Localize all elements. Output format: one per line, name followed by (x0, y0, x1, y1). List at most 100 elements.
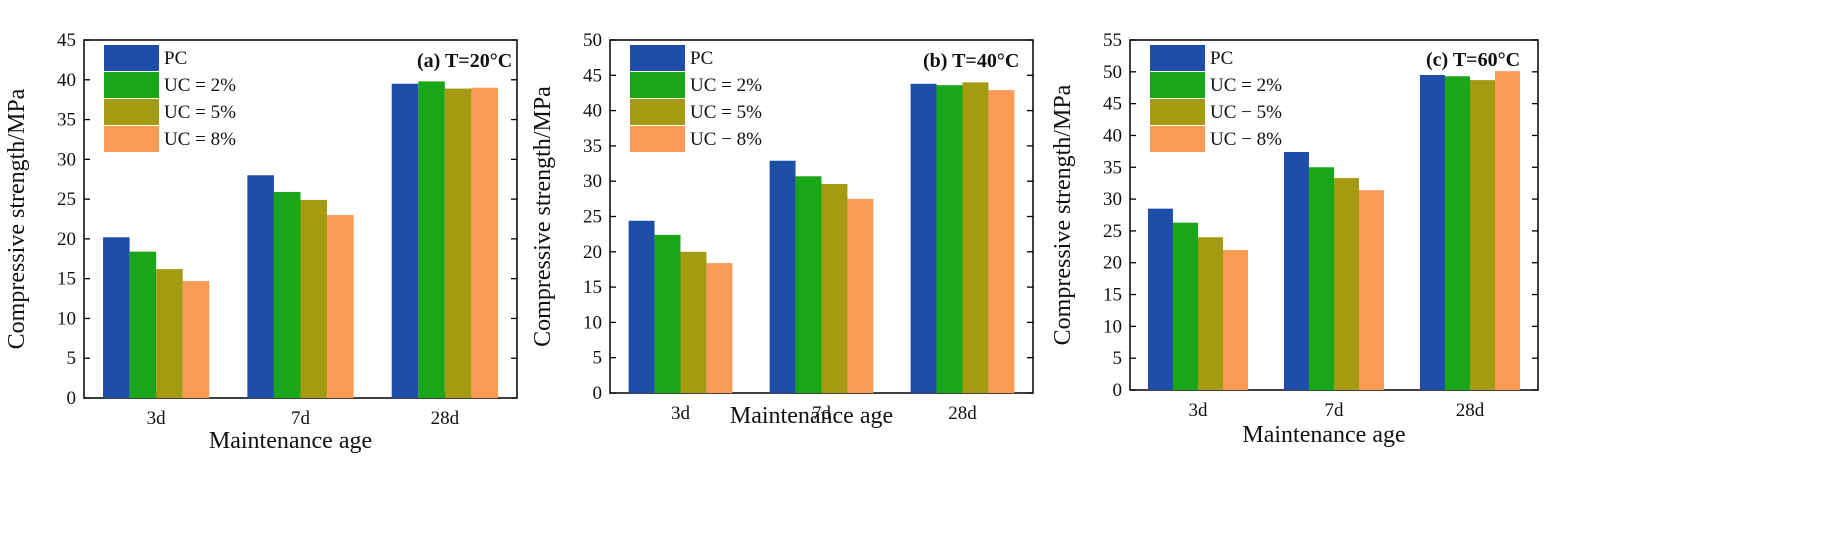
legend-swatch (630, 72, 685, 98)
bar-28d-series-1 (910, 83, 937, 393)
y-tick-label: 30 (57, 149, 76, 170)
legend-swatch (104, 72, 159, 98)
bar-3d-series-2 (1172, 222, 1198, 390)
chart-panel-1: 0 5 10 15 20 25 30 35 40 45 3d 7d 28d PC UC = 2% UC = 5… (4, 30, 518, 454)
y-tick-label: 40 (583, 101, 602, 122)
x-axis-title: Maintenance age (1242, 422, 1405, 448)
bar-7d-series-1 (1283, 152, 1309, 390)
bar-7d-series-2 (1308, 167, 1334, 390)
bar-28d-series-3 (962, 82, 989, 394)
y-tick-label: 15 (583, 277, 602, 298)
bar-28d-series-3 (444, 88, 472, 398)
legend-label: UC = 2% (164, 75, 236, 96)
y-tick-label: 50 (1103, 62, 1122, 83)
x-tick-label: 28d (948, 403, 977, 424)
bar-28d-series-1 (1419, 75, 1445, 390)
bar-28d-series-4 (988, 90, 1015, 393)
y-tick-label: 25 (1103, 221, 1122, 242)
y-tick-label: 35 (583, 136, 602, 157)
x-axis-title: Maintenance age (730, 403, 893, 429)
y-tick-label: 15 (1103, 285, 1122, 306)
legend-swatch (630, 45, 685, 71)
y-axis-title: Compressive strength/MPa (530, 86, 556, 347)
bar-7d-series-1 (247, 175, 274, 398)
bar-7d-series-3 (1334, 178, 1360, 390)
y-tick-label: 30 (583, 171, 602, 192)
y-tick-label: 35 (1103, 157, 1122, 178)
bar-7d-series-4 (1359, 190, 1385, 390)
x-tick-label: 28d (1456, 400, 1485, 421)
bar-3d-series-2 (654, 234, 681, 393)
y-tick-label: 40 (57, 70, 76, 91)
y-tick-label: 0 (593, 383, 603, 404)
legend-label: UC = 2% (1210, 75, 1282, 96)
legend-swatch (630, 99, 685, 125)
legend-label: UC = 8% (164, 129, 236, 150)
y-tick-label: 30 (1103, 189, 1122, 210)
legend-swatch (1150, 126, 1205, 152)
bar-3d-series-1 (628, 220, 655, 393)
bar-7d-series-1 (769, 160, 796, 393)
y-tick-label: 40 (1103, 125, 1122, 146)
bar-3d-series-2 (129, 251, 157, 398)
y-tick-label: 25 (583, 207, 602, 228)
y-tick-label: 50 (583, 30, 602, 51)
bar-3d-series-4 (182, 281, 210, 398)
bar-28d-series-2 (936, 85, 963, 394)
legend-swatch (104, 45, 159, 71)
bar-28d-series-2 (1444, 76, 1470, 390)
y-tick-label: 5 (593, 348, 603, 369)
y-tick-label: 20 (1103, 253, 1122, 274)
legend-swatch (630, 126, 685, 152)
bar-3d-series-4 (1223, 250, 1249, 390)
chart-panel-3: 0 5 10 15 20 25 30 35 40 45 50 55 3d 7d 28d PC UC = 2% UC… (1050, 30, 1539, 448)
y-tick-label: 55 (1103, 30, 1122, 51)
legend-label: UC = 5% (690, 102, 762, 123)
legend-swatch (1150, 99, 1205, 125)
legend-label: UC − 5% (1210, 102, 1282, 123)
y-tick-label: 45 (1103, 94, 1122, 115)
bar-7d-series-3 (821, 184, 848, 393)
y-tick-label: 10 (1103, 316, 1122, 337)
y-tick-label: 45 (57, 30, 76, 51)
bar-3d-series-3 (680, 251, 707, 393)
bar-28d-series-4 (471, 87, 498, 398)
x-tick-label: 3d (1189, 400, 1209, 421)
bar-7d-series-3 (300, 199, 328, 398)
y-tick-label: 5 (67, 348, 77, 369)
x-axis-title: Maintenance age (209, 428, 372, 454)
legend-swatch (104, 99, 159, 125)
y-tick-label: 45 (583, 65, 602, 86)
y-tick-label: 15 (57, 269, 76, 290)
y-tick-label: 20 (583, 242, 602, 263)
legend-swatch (1150, 72, 1205, 98)
y-tick-label: 20 (57, 229, 76, 250)
x-tick-label: 3d (671, 403, 691, 424)
bar-3d-series-3 (1198, 237, 1224, 390)
panel-title: (b) T=40°C (923, 50, 1019, 72)
bar-28d-series-4 (1495, 71, 1521, 390)
bar-3d-series-4 (706, 263, 733, 393)
x-tick-label: 7d (291, 408, 311, 429)
legend-label: UC − 8% (690, 129, 762, 150)
legend-swatch (104, 126, 159, 152)
y-axis-title: Compressive strength/MPa (4, 88, 30, 349)
legend-label: PC (164, 48, 187, 69)
y-tick-label: 0 (1113, 380, 1123, 401)
y-tick-label: 25 (57, 189, 76, 210)
bar-3d-series-3 (156, 269, 183, 398)
panel-title: (c) T=60°C (1426, 49, 1520, 71)
legend-label: PC (1210, 48, 1233, 69)
bar-7d-series-4 (847, 198, 874, 393)
legend-label: UC = 2% (690, 75, 762, 96)
x-tick-label: 28d (431, 408, 460, 429)
legend-label: UC = 5% (164, 102, 236, 123)
bar-7d-series-2 (273, 191, 301, 398)
x-tick-label: 3d (147, 408, 167, 429)
bar-28d-series-3 (1470, 80, 1496, 390)
legend-label: PC (690, 48, 713, 69)
bar-7d-series-4 (327, 215, 354, 398)
bar-3d-series-1 (1147, 208, 1173, 390)
panel-title: (a) T=20°C (417, 50, 512, 72)
